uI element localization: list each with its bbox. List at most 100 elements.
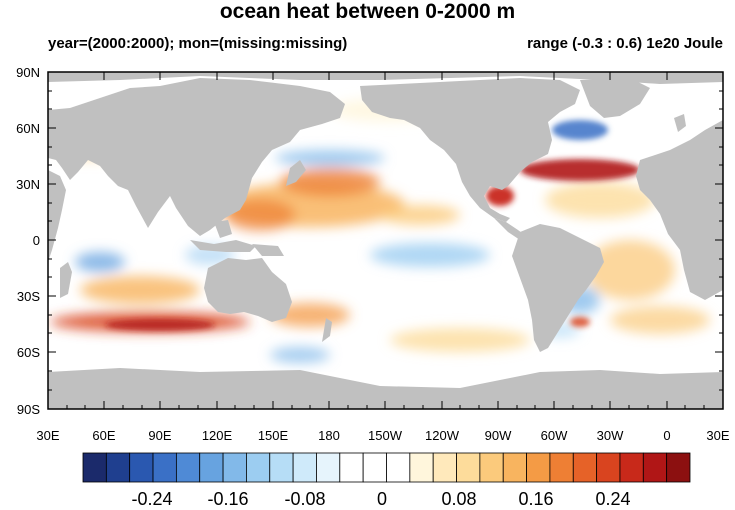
land-new-guinea	[252, 244, 284, 256]
colorbar-swatch	[596, 452, 621, 483]
colorbar-swatch	[175, 452, 201, 483]
lon-label-90w: 90W	[485, 428, 512, 443]
cool-anomaly-eastern-pacific	[370, 243, 490, 267]
colorbar-label: -0.16	[207, 489, 248, 509]
lat-label-30n: 30N	[16, 177, 40, 192]
land-borneo	[214, 220, 232, 238]
colorbar-swatch	[222, 452, 247, 483]
lon-label-120e: 120E	[202, 428, 233, 443]
colorbar-swatch	[432, 452, 457, 483]
cool-anomaly-north-pacific	[275, 150, 385, 166]
lon-label-150w: 150W	[368, 428, 403, 443]
lon-label-150e: 150E	[258, 428, 289, 443]
colorbar-swatch	[129, 452, 154, 483]
warm-anomaly-south-atlantic-south	[610, 306, 710, 334]
colorbar-swatch	[362, 452, 387, 483]
colorbar-swatch	[456, 452, 481, 483]
warm-anomaly-west-pacific	[225, 199, 295, 231]
lat-tick-marks	[48, 71, 723, 410]
colorbar-label: -0.08	[284, 489, 325, 509]
lon-label-30e: 30E	[36, 428, 59, 443]
colorbar-swatch	[292, 452, 317, 483]
colorbar-label: 0.24	[595, 489, 630, 509]
colorbar-swatch	[409, 452, 434, 483]
land-madagascar	[60, 262, 72, 298]
colorbar-swatch	[549, 452, 574, 483]
anomaly-field	[50, 98, 710, 363]
colorbar-label: 0.16	[518, 489, 553, 509]
colorbar-swatch	[269, 452, 294, 483]
colorbar-swatch	[339, 452, 364, 483]
colorbar-swatch	[246, 452, 271, 483]
colorbar-label: 0	[377, 489, 387, 509]
warm-anomaly-gulf-stream	[520, 159, 640, 181]
land-north-america	[360, 78, 580, 222]
land-africa-europe	[636, 120, 723, 300]
land-antarctica	[48, 368, 723, 409]
lat-label-eq: 0	[33, 233, 40, 248]
warm-anomaly-south-pacific	[390, 328, 530, 352]
colorbar-swatch	[502, 452, 527, 483]
map-title: ocean heat between 0-2000 m	[219, 0, 516, 23]
lon-minor-ticks	[66, 405, 705, 409]
warm-anomaly-kuroshio	[280, 168, 380, 196]
lat-label-90n: 90N	[16, 65, 40, 80]
cool-anomaly-labrador	[552, 120, 608, 140]
lat-label-90s: 90S	[17, 402, 40, 417]
lon-tick-marks	[47, 72, 724, 409]
cool-anomaly-indian	[75, 252, 125, 272]
land-south-america	[512, 224, 604, 352]
land-australia	[204, 258, 292, 322]
lat-label-60n: 60N	[16, 121, 40, 136]
lon-label-180: 180	[318, 428, 340, 443]
colorbar-swatch	[666, 452, 691, 483]
land-eurasia	[48, 78, 345, 236]
land-east-africa	[48, 170, 66, 262]
lon-label-30w: 30W	[597, 428, 624, 443]
warm-anomaly-gulf-of-mexico	[486, 186, 514, 206]
lat-minor-ticks	[48, 90, 723, 391]
land-indonesia	[190, 240, 256, 252]
lon-label-90e: 90E	[148, 428, 171, 443]
lat-label-30s: 30S	[17, 289, 40, 304]
land-greenland	[580, 78, 650, 118]
lon-labels: 30E 60E 90E 120E 150E 180 150W 120W 90W …	[36, 428, 729, 443]
cool-anomaly-south-pacific	[270, 347, 330, 363]
land-new-zealand	[322, 318, 332, 342]
colorbar-labels: -0.24 -0.16 -0.08 0 0.08 0.16 0.24	[131, 489, 630, 509]
lat-labels: 90N 60N 30N 0 30S 60S 90S	[16, 65, 40, 417]
colorbar-swatch	[316, 452, 341, 483]
colorbar-label: 0.08	[441, 489, 476, 509]
colorbar-label: -0.24	[131, 489, 172, 509]
lon-label-60e: 60E	[92, 428, 115, 443]
colorbar-swatch	[152, 452, 177, 483]
warm-anomaly-malvinas	[570, 317, 590, 327]
colorbar-swatch	[199, 452, 224, 483]
colorbar	[82, 452, 691, 483]
time-range-label: year=(2000:2000); mon=(missing:missing)	[48, 35, 348, 52]
colorbar-swatch	[526, 452, 551, 483]
land-japan	[286, 160, 306, 186]
lon-label-60w: 60W	[541, 428, 568, 443]
warm-anomaly-central-pacific	[380, 205, 460, 225]
colorbar-swatch	[572, 452, 598, 483]
lon-label-0: 0	[663, 428, 670, 443]
lon-label-120w: 120W	[425, 428, 460, 443]
warm-anomaly-agulhas	[105, 319, 215, 331]
land-central-america	[494, 218, 526, 240]
colorbar-swatch	[82, 452, 107, 483]
warm-anomaly-subtropical-atlantic	[545, 182, 655, 218]
warm-anomaly-south-atlantic	[585, 240, 675, 300]
colorbar-swatch	[479, 452, 504, 483]
colorbar-swatch	[105, 452, 131, 483]
land-uk	[674, 114, 686, 132]
map-area	[48, 72, 723, 409]
value-range-label: range (-0.3 : 0.6) 1e20 Joule	[527, 35, 723, 52]
colorbar-swatch	[386, 452, 411, 483]
lon-label-30e-right: 30E	[706, 428, 729, 443]
colorbar-swatch	[642, 452, 668, 483]
lat-label-60s: 60S	[17, 345, 40, 360]
warm-anomaly-south-indian	[80, 276, 200, 304]
colorbar-swatch	[619, 452, 644, 483]
